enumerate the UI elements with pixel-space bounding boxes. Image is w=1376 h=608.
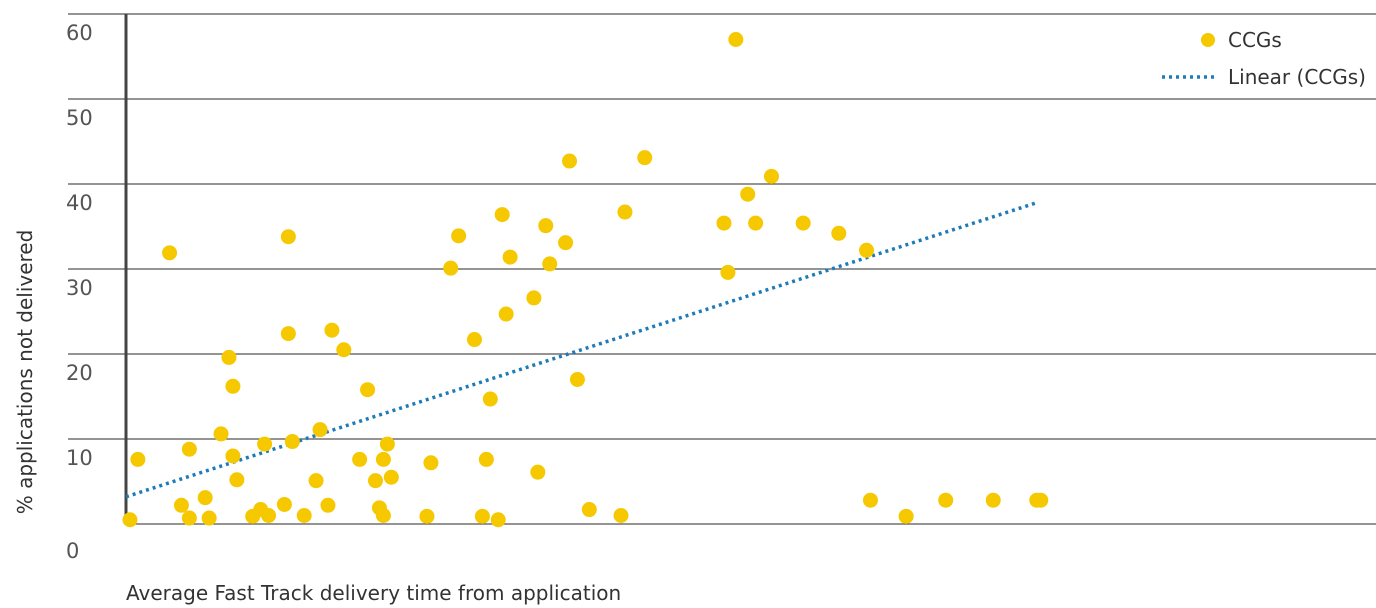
data-points [122, 32, 1049, 528]
y-tick-label: 10 [66, 446, 93, 470]
data-point [360, 382, 376, 398]
y-tick-label: 50 [66, 106, 93, 130]
data-point [795, 215, 811, 231]
data-point [859, 242, 875, 258]
data-point [502, 249, 518, 265]
y-tick-label: 20 [66, 361, 93, 385]
data-point [280, 229, 296, 245]
data-point [280, 326, 296, 342]
data-point [494, 207, 510, 223]
data-point [637, 150, 653, 166]
data-point [748, 215, 764, 231]
data-point [1033, 492, 1049, 508]
data-point [423, 455, 439, 471]
y-tick-label: 60 [66, 21, 93, 45]
data-point [336, 342, 352, 358]
y-tick-label: 0 [66, 539, 79, 563]
y-axis-title: % applications not delivered [13, 230, 37, 515]
data-point [740, 186, 756, 202]
data-point [352, 451, 368, 467]
data-point [181, 510, 197, 526]
data-point [225, 448, 241, 464]
data-point [197, 490, 213, 506]
legend-label-linear: Linear (CCGs) [1228, 65, 1366, 89]
data-point [383, 469, 399, 485]
data-point [716, 215, 732, 231]
legend-marker-ccgs [1201, 33, 1215, 47]
data-point [478, 451, 494, 467]
data-point [213, 426, 229, 442]
data-point [526, 290, 542, 306]
data-point [938, 492, 954, 508]
data-point [530, 464, 546, 480]
data-point [308, 473, 324, 489]
data-point [581, 502, 597, 518]
linear-trendline [125, 201, 1038, 499]
data-point [898, 508, 914, 524]
data-point [225, 378, 241, 394]
data-point [728, 32, 744, 47]
data-point [831, 225, 847, 241]
data-point [862, 492, 878, 508]
data-point [257, 436, 273, 452]
data-point [490, 512, 506, 528]
data-point [763, 168, 779, 184]
data-point [443, 260, 459, 276]
x-axis-title: Average Fast Track delivery time from ap… [126, 581, 621, 605]
data-point [261, 508, 277, 523]
data-point [613, 508, 629, 523]
data-point [312, 422, 328, 438]
data-point [122, 512, 138, 528]
data-point [985, 492, 1001, 508]
data-point [130, 451, 146, 467]
data-point [320, 497, 336, 513]
data-point [229, 472, 245, 488]
data-point [173, 497, 189, 513]
data-point [276, 496, 292, 512]
data-point [542, 256, 558, 272]
data-point [419, 508, 435, 524]
legend-label-ccgs: CCGs [1228, 28, 1282, 52]
data-point [498, 306, 514, 322]
data-point [451, 228, 467, 244]
data-point [221, 349, 237, 365]
data-point [162, 245, 178, 261]
data-point [569, 372, 585, 387]
data-point [562, 153, 578, 169]
legend: CCGs Linear (CCGs) [1162, 28, 1366, 89]
data-point [367, 473, 383, 489]
data-point [375, 508, 391, 523]
y-tick-label: 30 [66, 276, 93, 300]
data-point [379, 436, 395, 452]
data-point [375, 451, 391, 467]
y-tick-labels: 0 10 20 30 40 50 60 [66, 21, 93, 563]
data-point [720, 264, 736, 280]
data-point [474, 508, 490, 524]
trendline [125, 201, 1038, 499]
data-point [538, 218, 554, 234]
data-point [324, 322, 340, 338]
data-point [201, 510, 217, 526]
y-tick-label: 40 [66, 191, 93, 215]
data-point [466, 332, 482, 348]
data-point [482, 391, 498, 407]
data-point [296, 508, 312, 523]
data-point [617, 204, 633, 220]
data-point [558, 235, 574, 251]
data-point [284, 434, 300, 450]
data-point [181, 441, 197, 457]
